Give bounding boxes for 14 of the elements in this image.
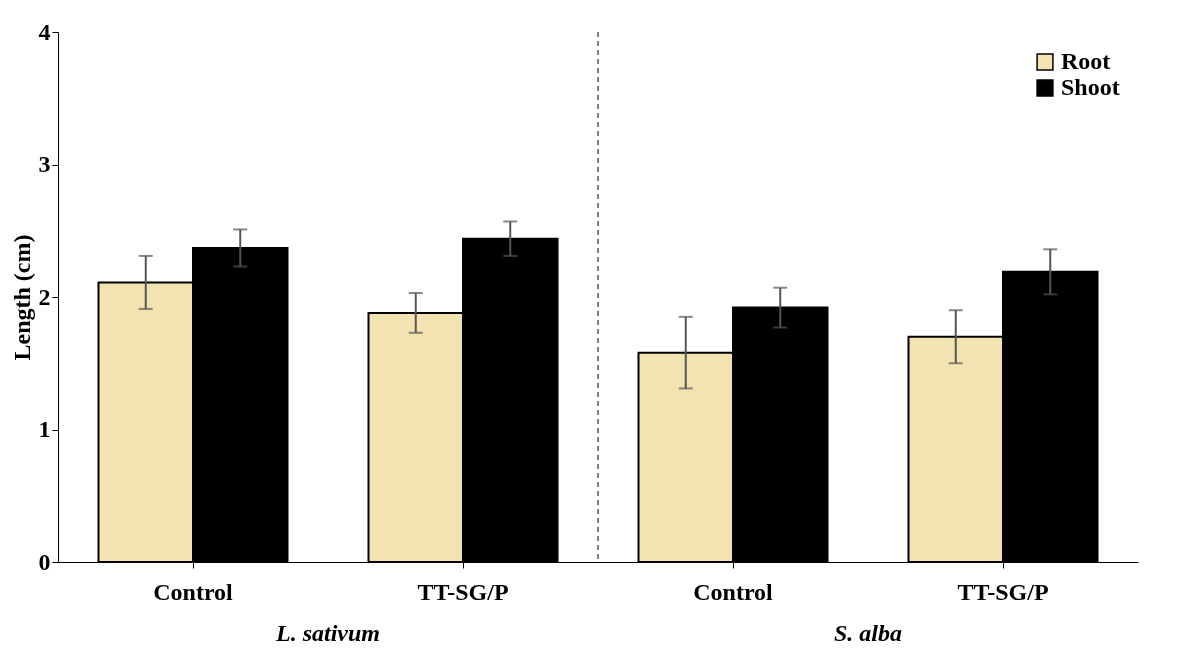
x-tick-label: TT-SG/P [417, 578, 509, 605]
x-tick-label: Control [153, 578, 234, 605]
text: L. sativum [274, 620, 381, 646]
y-axis-title: Length (cm) [8, 234, 35, 361]
y-tick-label: 3 [38, 151, 51, 177]
legend-label: Shoot [1061, 74, 1120, 100]
y-tick-label: 0 [38, 548, 51, 575]
y-tick-label: 1 [38, 416, 51, 442]
y-tick-label: 2 [38, 283, 51, 310]
x-tick-label: TT-SG/P [957, 578, 1049, 605]
legend-label: Root [1061, 48, 1111, 74]
x-tick-label: Control [693, 578, 774, 605]
y-tick-label: 4 [38, 18, 51, 45]
text: S. alba [833, 620, 903, 646]
